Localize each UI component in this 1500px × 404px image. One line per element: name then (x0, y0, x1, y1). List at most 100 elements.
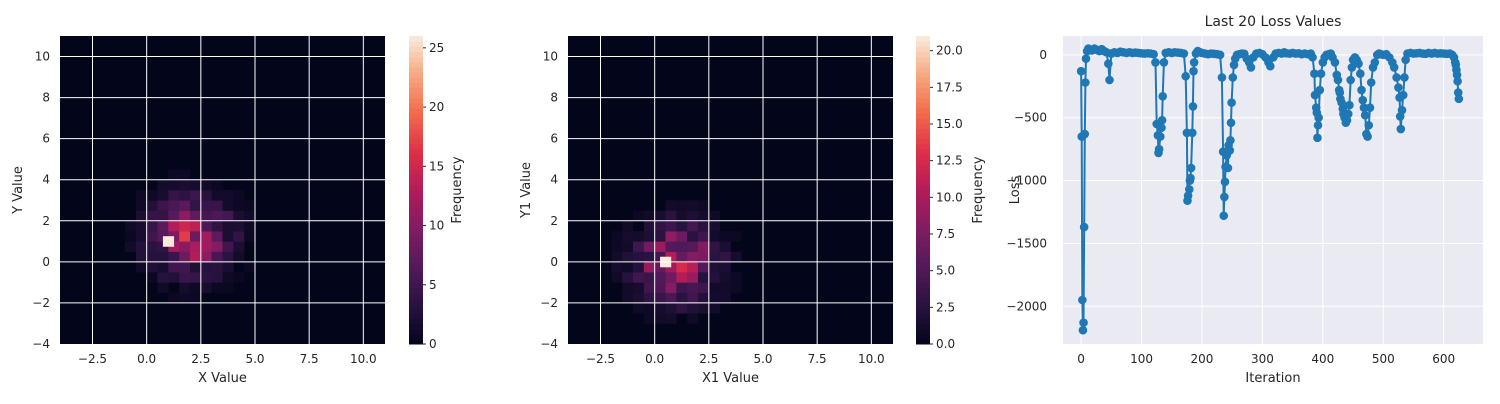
colorbar-segment (409, 210, 423, 217)
heatmap-cell (622, 241, 634, 252)
heatmap-cell (643, 282, 655, 293)
heatmap-cell (233, 241, 245, 252)
loss-point (1186, 163, 1196, 173)
heatmap-cell (146, 220, 158, 232)
colorbar-segment (409, 297, 423, 304)
loss-point (1081, 78, 1090, 87)
y-tick-label: −1500 (1006, 236, 1047, 250)
heatmap-cell (622, 292, 634, 304)
loss-point (1454, 94, 1464, 104)
colorbar-tick-label: 5.0 (936, 264, 955, 278)
colorbar-segment (409, 148, 423, 155)
x-tick-label: 600 (1432, 352, 1455, 366)
colorbar-tick-label: 0 (429, 337, 437, 351)
heatmap-cell (719, 272, 731, 283)
loss-point (1188, 128, 1197, 138)
y-tick-label: 0 (1039, 48, 1047, 62)
heatmap-cell (190, 179, 202, 191)
colorbar-segment (409, 51, 423, 58)
colorbar-segment (409, 215, 423, 222)
colorbar-segment (409, 251, 423, 258)
heatmap-cell (643, 241, 655, 252)
colorbar-segment (409, 97, 423, 104)
colorbar-segment (409, 287, 423, 294)
heatmap-cell (698, 272, 710, 283)
x-tick-label: 200 (1191, 352, 1214, 366)
heatmap-cell (654, 272, 666, 283)
heatmap-cell (190, 261, 202, 273)
loss-point (1189, 58, 1199, 67)
heatmap-cell (211, 251, 223, 263)
loss-point (1220, 192, 1229, 202)
colorbar-segment (409, 179, 423, 186)
colorbar-segment (916, 82, 930, 88)
y-tick-label: 6 (550, 132, 558, 146)
heatmap-cell (146, 251, 158, 263)
heatmap-cell (222, 190, 234, 201)
colorbar-segment (916, 261, 930, 268)
heatmap-cell (708, 261, 720, 273)
colorbar-segment (916, 87, 930, 93)
heatmap-cell (233, 251, 245, 263)
heatmap-cell (190, 292, 202, 304)
colorbar-segment (916, 36, 930, 42)
colorbar-segment (409, 318, 423, 324)
heatmap-cell (676, 220, 688, 232)
heatmap-cell (233, 190, 245, 201)
heatmap-cell (190, 210, 202, 222)
heatmap-cell (190, 190, 202, 201)
heatmap-cell (665, 313, 677, 324)
colorbar-segment (916, 56, 930, 63)
colorbar-segment (409, 308, 423, 314)
loss-point (1079, 318, 1088, 327)
colorbar-segment (409, 236, 423, 242)
loss-point (1347, 63, 1357, 72)
heatmap-cell (611, 251, 623, 263)
heatmap-cell (654, 220, 666, 232)
heatmap-cell (168, 220, 180, 232)
heatmap-cell (157, 272, 169, 283)
loss-point (1392, 73, 1401, 82)
heatmap-cell (676, 302, 688, 314)
y-tick-label: 8 (550, 91, 558, 105)
loss-point (1154, 144, 1164, 154)
x-tick-label: 0 (1077, 352, 1085, 366)
colorbar-segment (409, 190, 423, 196)
heatmap-cell (190, 220, 202, 232)
heatmap-cell (687, 241, 699, 252)
heatmap-cell (633, 210, 645, 222)
colorbar-segment (916, 287, 930, 294)
loss-point (1359, 103, 1369, 112)
heatmap-cell (168, 200, 180, 211)
y-tick-label: −2 (540, 296, 558, 310)
colorbar-segment (916, 292, 930, 299)
colorbar-segment (409, 138, 423, 145)
heatmap-cell (665, 200, 677, 211)
colorbar-segment (409, 123, 423, 129)
heatmap-cell (665, 272, 677, 283)
x-tick-label: 0.0 (645, 352, 664, 366)
loss-point (1227, 98, 1236, 107)
heatmap-cell (611, 231, 623, 242)
colorbar-segment (409, 328, 423, 335)
heatmap-cell (190, 282, 202, 293)
x-tick-label: −2.5 (78, 352, 107, 366)
colorbar-segment (916, 328, 930, 335)
heatmap-cell (157, 190, 169, 201)
colorbar-segment (409, 169, 423, 176)
loss-point (1215, 50, 1225, 60)
loss-point (1265, 61, 1275, 71)
colorbar-segment (916, 179, 930, 186)
colorbar-segment (409, 241, 423, 247)
heatmap-cell (179, 200, 191, 211)
y-tick-label: −500 (1014, 111, 1047, 125)
loss-point (1394, 83, 1403, 92)
x-tick-label: −2.5 (586, 352, 615, 366)
heatmap-cell (211, 282, 223, 293)
heatmap-cell (708, 210, 720, 222)
colorbar-segment (409, 102, 423, 109)
heatmap-cell (222, 231, 234, 242)
loss-point (1217, 73, 1227, 82)
y-axis-label: Y Value (11, 166, 26, 215)
